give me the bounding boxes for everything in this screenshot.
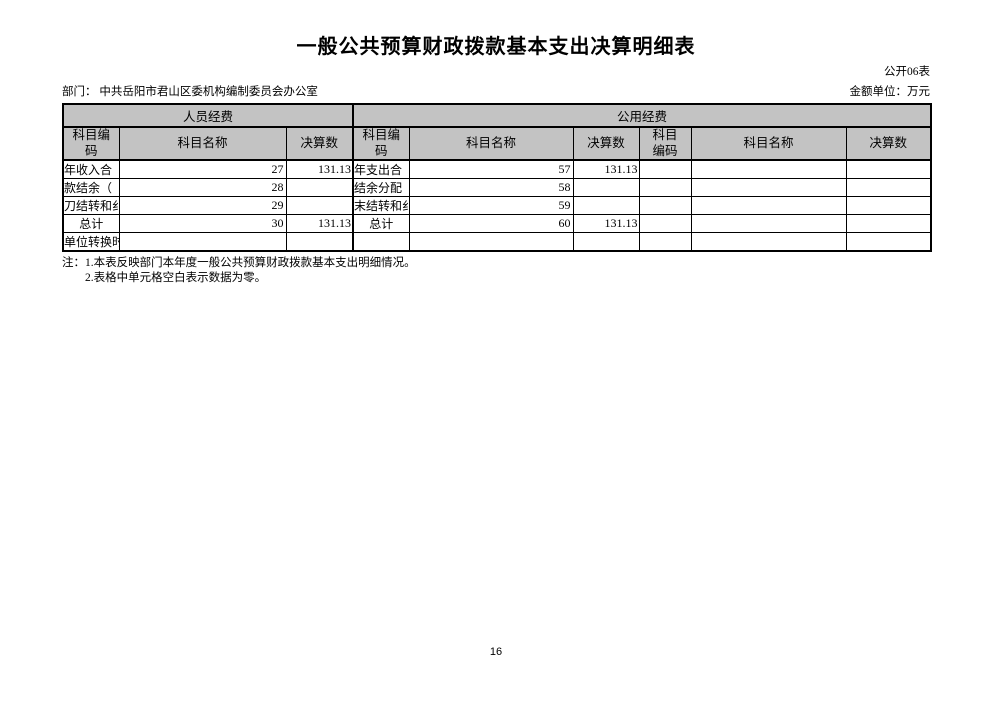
cell-amount xyxy=(845,214,932,234)
cell-amount xyxy=(572,232,640,252)
table-row: 单位转换时 xyxy=(62,232,932,252)
table-row: 刀结转和纟 29 末结转和纟 59 xyxy=(62,196,932,216)
department-name: 中共岳阳市君山区委机构编制委员会办公室 xyxy=(99,86,318,98)
col-header-subject-name-2: 科目名称 xyxy=(408,126,574,162)
cell-amount xyxy=(845,196,932,216)
cell-label xyxy=(638,178,692,198)
cell-label: 刀结转和纟 xyxy=(62,196,120,216)
cell-amount: 131.13 xyxy=(572,214,640,234)
cell-label xyxy=(638,214,692,234)
col-header-subject-code-3: 科目编码 xyxy=(638,126,692,162)
cell-label: 末结转和纟 xyxy=(352,196,410,216)
notes: 注：1.本表反映部门本年度一般公共预算财政拨款基本支出明细情况。 2.表格中单元… xyxy=(62,256,930,286)
cell-line-number: 60 xyxy=(408,214,574,234)
col-header-subject-code-2: 科目编码 xyxy=(352,126,410,162)
cell-label: 结余分配 xyxy=(352,178,410,198)
cell-amount xyxy=(285,196,354,216)
cell-amount: 131.13 xyxy=(572,159,640,180)
cell-amount: 131.13 xyxy=(285,159,354,180)
table-row: 年收入合 27 131.13 年支出合 57 131.13 xyxy=(62,159,932,180)
cell-line-number: 28 xyxy=(118,178,287,198)
cell-line-number: 29 xyxy=(118,196,287,216)
cell-line-number: 59 xyxy=(408,196,574,216)
cell-label: 年收入合 xyxy=(62,159,120,180)
note-text-1: 1.本表反映部门本年度一般公共预算财政拨款基本支出明细情况。 xyxy=(85,257,416,270)
col-header-subject-name-3: 科目名称 xyxy=(690,126,847,162)
cell-line-number xyxy=(118,232,287,252)
note-line-1: 注：1.本表反映部门本年度一般公共预算财政拨款基本支出明细情况。 xyxy=(62,256,930,271)
cell-label: 款结余（ xyxy=(62,178,120,198)
cell-amount xyxy=(572,178,640,198)
cell-line-number xyxy=(690,159,847,180)
col-header-final-amount-3: 决算数 xyxy=(845,126,932,162)
department-line: 部门： 中共岳阳市君山区委机构编制委员会办公室 xyxy=(62,85,318,99)
cell-label xyxy=(638,196,692,216)
page-title: 一般公共预算财政拨款基本支出决算明细表 xyxy=(296,36,696,58)
cell-line-number xyxy=(690,196,847,216)
note-line-2: 2.表格中单元格空白表示数据为零。 xyxy=(85,272,267,285)
col-header-subject-code-1: 科目编码 xyxy=(62,126,120,162)
page-number: 16 xyxy=(489,646,503,658)
cell-label xyxy=(638,232,692,252)
cell-line-number xyxy=(690,178,847,198)
col-header-final-amount-2: 决算数 xyxy=(572,126,640,162)
cell-amount xyxy=(572,196,640,216)
unit-label: 金额单位：万元 xyxy=(849,86,931,98)
cell-label: 单位转换时 xyxy=(62,232,120,252)
cell-amount: 131.13 xyxy=(285,214,354,234)
meta-line: 部门： 中共岳阳市君山区委机构编制委员会办公室 金额单位：万元 xyxy=(62,85,930,99)
cell-line-number xyxy=(690,214,847,234)
cell-amount xyxy=(845,159,932,180)
cell-line-number: 57 xyxy=(408,159,574,180)
cell-line-number: 58 xyxy=(408,178,574,198)
table-row: 款结余（ 28 结余分配 58 xyxy=(62,178,932,198)
group-personnel-expenses: 人员经费 xyxy=(62,103,354,128)
cell-line-number xyxy=(408,232,574,252)
cell-amount xyxy=(285,178,354,198)
cell-total-label: 总计 xyxy=(62,214,120,234)
column-header-row: 科目编码 科目名称 决算数 科目编码 科目名称 决算数 科目编码 科目名称 决算… xyxy=(62,126,932,162)
group-public-expenses: 公用经费 xyxy=(352,103,932,128)
page-content: 一般公共预算财政拨款基本支出决算明细表 公开06表 部门： 中共岳阳市君山区委机… xyxy=(0,0,1000,286)
col-header-final-amount-1: 决算数 xyxy=(285,126,354,162)
notes-prefix: 注： xyxy=(62,257,85,270)
group-header-row: 人员经费 公用经费 xyxy=(62,103,932,128)
cell-label: 年支出合 xyxy=(352,159,410,180)
cell-amount xyxy=(845,178,932,198)
table-tag: 公开06表 xyxy=(884,66,930,78)
table-row-total: 总计 30 131.13 总计 60 131.13 xyxy=(62,214,932,234)
cell-amount xyxy=(285,232,354,252)
cell-line-number xyxy=(690,232,847,252)
department-label: 部门： xyxy=(62,86,97,98)
col-header-subject-name-1: 科目名称 xyxy=(118,126,287,162)
cell-label xyxy=(638,159,692,180)
cell-total-label: 总计 xyxy=(352,214,410,234)
budget-table: 人员经费 公用经费 科目编码 科目名称 决算数 科目编码 科目名称 决算数 科目… xyxy=(62,103,933,253)
cell-line-number: 27 xyxy=(118,159,287,180)
cell-line-number: 30 xyxy=(118,214,287,234)
cell-amount xyxy=(845,232,932,252)
cell-label xyxy=(352,232,410,252)
